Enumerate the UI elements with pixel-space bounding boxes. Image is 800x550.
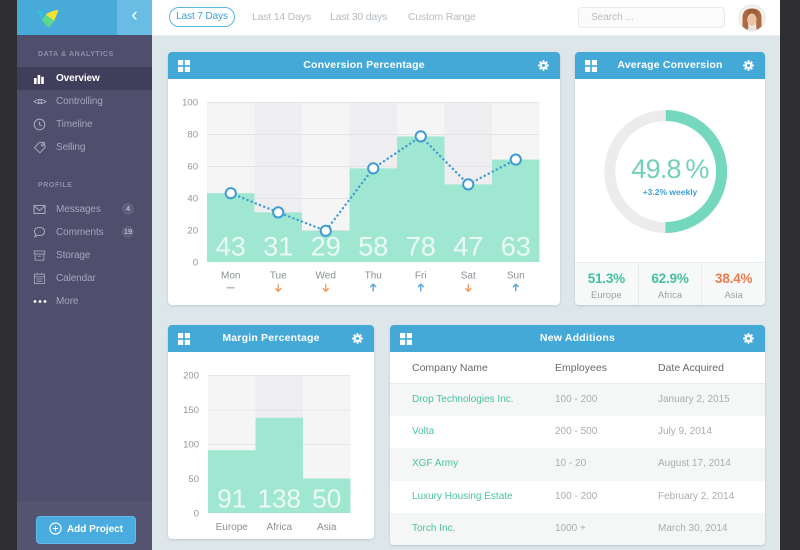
svg-text:31: 31 (263, 232, 293, 262)
svg-text:Mon: Mon (221, 271, 240, 282)
svg-text:Wed: Wed (316, 271, 336, 282)
svg-text:47: 47 (453, 232, 483, 262)
svg-text:Sat: Sat (461, 271, 476, 282)
svg-text:Sun: Sun (507, 271, 525, 282)
svg-text:63: 63 (501, 232, 531, 262)
svg-text:Thu: Thu (365, 271, 382, 282)
svg-text:0: 0 (194, 509, 199, 520)
svg-text:50: 50 (312, 484, 341, 514)
svg-text:43: 43 (216, 232, 246, 262)
svg-text:100: 100 (182, 98, 198, 109)
svg-text:Africa: Africa (266, 522, 292, 533)
svg-text:138: 138 (258, 484, 301, 514)
svg-text:91: 91 (217, 484, 246, 514)
svg-text:Fri: Fri (415, 271, 427, 282)
svg-text:0: 0 (193, 258, 198, 269)
svg-text:58: 58 (358, 232, 388, 262)
svg-text:60: 60 (187, 162, 198, 173)
svg-text:150: 150 (183, 405, 199, 416)
svg-text:50: 50 (188, 474, 199, 485)
svg-text:80: 80 (187, 130, 198, 141)
svg-text:Europe: Europe (216, 522, 249, 533)
svg-text:100: 100 (183, 440, 199, 451)
svg-text:200: 200 (183, 371, 199, 382)
svg-text:20: 20 (187, 226, 198, 237)
svg-text:40: 40 (187, 194, 198, 205)
svg-text:Tue: Tue (270, 271, 287, 282)
svg-text:Asia: Asia (317, 522, 337, 533)
svg-text:78: 78 (406, 232, 436, 262)
